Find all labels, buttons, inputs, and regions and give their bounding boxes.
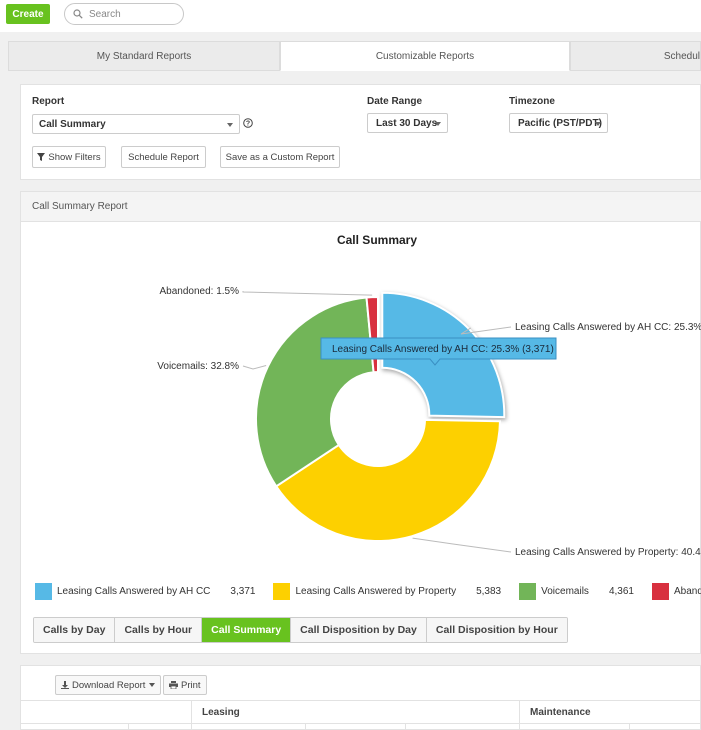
data-label-property: Leasing Calls Answered by Property: 40.4…: [515, 547, 701, 558]
help-icon[interactable]: ?: [243, 118, 253, 128]
tab-call-summary[interactable]: Call Summary: [202, 618, 292, 642]
legend-label: Leasing Calls Answered by Property: [295, 585, 457, 597]
download-icon: [61, 681, 69, 689]
table-header-cell: [21, 723, 128, 730]
table-header-cell: [519, 723, 629, 730]
chart-legend: Leasing Calls Answered by AH CC 3,371 Le…: [35, 582, 701, 600]
table-header-cell: [305, 723, 405, 730]
report-select-value: Call Summary: [39, 118, 106, 130]
download-report-button[interactable]: Download Report: [55, 675, 162, 695]
tab-scheduled-reports[interactable]: Schedul: [570, 41, 701, 71]
tab-my-standard-reports[interactable]: My Standard Reports: [8, 41, 280, 71]
legend-item-property[interactable]: Leasing Calls Answered by Property 5,383: [273, 582, 502, 600]
search-icon: [73, 9, 83, 19]
filter-icon: [37, 153, 46, 161]
tab-call-disposition-by-day[interactable]: Call Disposition by Day: [291, 618, 427, 642]
data-labels: Leasing Calls Answered by AH CC: 25.3% Le…: [157, 286, 701, 558]
data-label-connector: [242, 291, 373, 296]
date-range-label: Date Range: [367, 96, 423, 107]
legend-swatch: [273, 582, 291, 600]
table-header-cell: [191, 723, 305, 730]
chevron-down-icon: [149, 683, 156, 687]
timezone-select[interactable]: Pacific (PST/PDT): [509, 113, 608, 133]
table-header-cell: [128, 723, 191, 730]
timezone-label: Timezone: [509, 96, 555, 107]
legend-label: Abandone: [673, 585, 701, 597]
chevron-down-icon: [227, 123, 233, 127]
top-bar: Create: [0, 0, 701, 30]
chart-tooltip: Leasing Calls Answered by AH CC: 25.3% (…: [320, 337, 557, 366]
print-icon: [169, 681, 178, 689]
tooltip-text: Leasing Calls Answered by AH CC: 25.3% (…: [332, 344, 554, 355]
schedule-report-button[interactable]: Schedule Report: [121, 146, 206, 168]
timezone-value: Pacific (PST/PDT): [518, 117, 602, 129]
table-panel: Download Report Print Leasing Maintenanc…: [20, 665, 701, 730]
search-box[interactable]: [64, 3, 184, 25]
report-tabs: My Standard Reports Customizable Reports…: [8, 41, 701, 71]
table-header-cell: [405, 723, 519, 730]
date-range-select[interactable]: Last 30 Days: [367, 113, 448, 133]
legend-value: 3,371: [230, 585, 256, 597]
legend-label: Voicemails: [541, 585, 589, 597]
legend-swatch: [35, 582, 52, 600]
report-label: Report: [32, 96, 65, 107]
tab-call-disposition-by-hour[interactable]: Call Disposition by Hour: [426, 618, 567, 642]
download-report-label: Download Report: [72, 679, 146, 691]
column-group-leasing: Leasing: [191, 701, 519, 723]
legend-label: Leasing Calls Answered by AH CC: [57, 585, 211, 597]
create-button[interactable]: Create: [6, 4, 50, 24]
legend-swatch: [519, 582, 537, 600]
show-filters-button[interactable]: Show Filters: [32, 146, 106, 168]
data-label-connector: [460, 326, 512, 335]
report-panel-header: Call Summary Report: [21, 192, 701, 222]
chart-title: Call Summary: [337, 233, 417, 247]
date-range-value: Last 30 Days: [376, 117, 438, 129]
legend-value: 5,383: [476, 585, 502, 597]
legend-value: 4,361: [608, 585, 634, 597]
legend-item-voicemails[interactable]: Voicemails 4,361: [519, 582, 634, 600]
data-label-connector: [242, 365, 267, 370]
chevron-down-icon: [595, 122, 601, 126]
call-summary-chart: Call Summary Leasing Calls Answered by A…: [157, 233, 701, 558]
report-select[interactable]: Call Summary: [32, 114, 240, 134]
data-label-connector: [412, 537, 512, 553]
table-header-cell: [629, 723, 701, 730]
legend-item-ah-cc[interactable]: Leasing Calls Answered by AH CC 3,371: [35, 582, 256, 600]
report-panel: Call Summary Report Call Summary Leasing…: [20, 191, 701, 654]
show-filters-label: Show Filters: [48, 151, 101, 163]
chevron-down-icon: [435, 122, 441, 126]
tab-customizable-reports[interactable]: Customizable Reports: [280, 41, 570, 71]
table-header: Leasing Maintenance: [21, 700, 701, 730]
search-input[interactable]: [89, 8, 179, 20]
tab-calls-by-hour[interactable]: Calls by Hour: [115, 618, 203, 642]
data-label-connectors: [242, 291, 512, 553]
data-label-abandoned: Abandoned: 1.5%: [159, 286, 239, 297]
print-button[interactable]: Print: [163, 675, 207, 695]
data-label-ah-cc: Leasing Calls Answered by AH CC: 25.3%: [515, 322, 701, 333]
svg-text:?: ?: [246, 121, 250, 128]
tab-calls-by-day[interactable]: Calls by Day: [34, 618, 116, 642]
view-tabs: Calls by Day Calls by Hour Call Summary …: [33, 617, 568, 643]
column-group-maintenance: Maintenance: [519, 701, 701, 723]
filters-panel: Report Call Summary ? Date Range Last 30…: [20, 84, 701, 180]
legend-swatch: [651, 582, 669, 600]
save-custom-report-button[interactable]: Save as a Custom Report: [220, 146, 340, 168]
print-label: Print: [181, 679, 201, 691]
legend-item-abandoned[interactable]: Abandone: [651, 582, 701, 600]
pie-slice-voicemails[interactable]: [255, 296, 375, 488]
data-label-voicemails: Voicemails: 32.8%: [157, 361, 239, 372]
